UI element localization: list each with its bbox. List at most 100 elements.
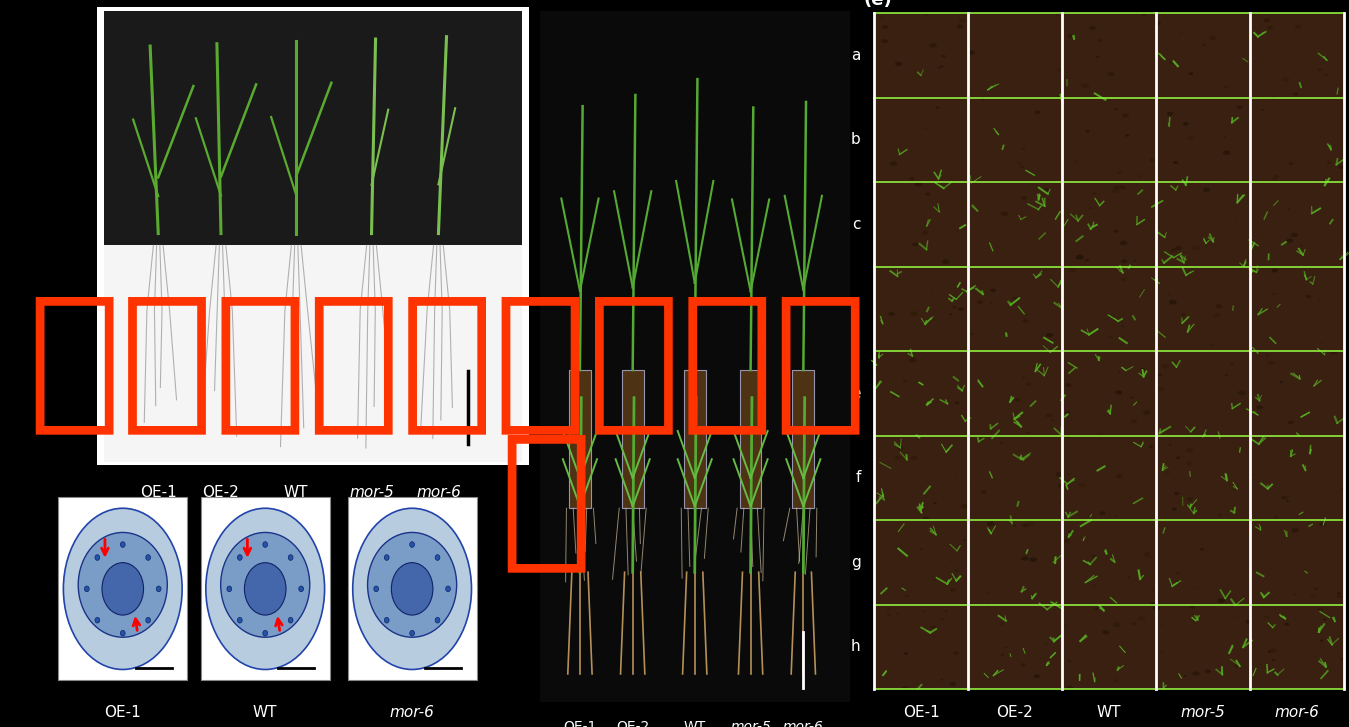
Ellipse shape: [1141, 13, 1147, 17]
Ellipse shape: [979, 97, 986, 100]
Text: mor-6: mor-6: [415, 485, 461, 500]
Ellipse shape: [1252, 474, 1256, 476]
Ellipse shape: [944, 566, 946, 568]
Ellipse shape: [1113, 679, 1118, 683]
Ellipse shape: [1267, 26, 1273, 30]
Ellipse shape: [1045, 414, 1052, 417]
Text: OE-2: OE-2: [616, 720, 649, 727]
Ellipse shape: [1085, 259, 1089, 262]
Text: OE-1: OE-1: [564, 720, 596, 727]
Text: WT: WT: [1097, 705, 1121, 720]
Ellipse shape: [882, 25, 888, 29]
Ellipse shape: [1225, 374, 1228, 376]
Ellipse shape: [1269, 648, 1276, 653]
Ellipse shape: [966, 603, 973, 606]
Ellipse shape: [1294, 593, 1296, 595]
Ellipse shape: [1121, 326, 1124, 327]
Ellipse shape: [1043, 188, 1048, 191]
Ellipse shape: [1322, 342, 1323, 343]
Ellipse shape: [1268, 651, 1271, 653]
Ellipse shape: [1113, 230, 1118, 233]
Ellipse shape: [1075, 254, 1083, 260]
Ellipse shape: [925, 193, 931, 196]
Ellipse shape: [1116, 390, 1122, 395]
Ellipse shape: [1217, 598, 1225, 603]
Ellipse shape: [1238, 390, 1246, 395]
Ellipse shape: [946, 611, 947, 612]
Ellipse shape: [923, 517, 929, 521]
Ellipse shape: [931, 291, 932, 292]
Ellipse shape: [1199, 548, 1205, 550]
Ellipse shape: [894, 62, 902, 66]
Ellipse shape: [967, 50, 975, 55]
Text: ，: ，: [499, 425, 592, 578]
Ellipse shape: [1291, 528, 1299, 532]
Ellipse shape: [1116, 475, 1122, 478]
Ellipse shape: [1160, 651, 1163, 653]
Ellipse shape: [1263, 18, 1271, 23]
Ellipse shape: [971, 180, 973, 182]
Ellipse shape: [1095, 56, 1099, 57]
Text: WT: WT: [285, 485, 309, 500]
Bar: [540, 11, 850, 702]
Ellipse shape: [905, 595, 909, 597]
Ellipse shape: [1023, 523, 1028, 527]
Ellipse shape: [146, 617, 151, 623]
Ellipse shape: [1013, 525, 1016, 527]
Text: WT: WT: [684, 720, 706, 727]
Ellipse shape: [436, 617, 440, 623]
Ellipse shape: [1113, 185, 1120, 190]
Ellipse shape: [352, 508, 472, 670]
Ellipse shape: [1213, 313, 1219, 317]
Ellipse shape: [967, 481, 971, 483]
Ellipse shape: [1045, 333, 1054, 337]
Ellipse shape: [1093, 585, 1097, 587]
Ellipse shape: [1291, 233, 1298, 237]
Ellipse shape: [244, 563, 286, 615]
Ellipse shape: [410, 542, 414, 547]
Ellipse shape: [1327, 161, 1331, 164]
Ellipse shape: [94, 617, 100, 623]
Ellipse shape: [1267, 354, 1268, 356]
Ellipse shape: [1001, 212, 1009, 216]
Ellipse shape: [954, 476, 956, 478]
Ellipse shape: [1259, 664, 1261, 665]
Ellipse shape: [1000, 442, 1002, 444]
Text: a: a: [851, 48, 861, 63]
Ellipse shape: [956, 283, 960, 285]
Text: mor-5: mor-5: [1180, 705, 1225, 720]
Ellipse shape: [971, 333, 974, 335]
Ellipse shape: [897, 446, 902, 449]
Ellipse shape: [1186, 449, 1194, 452]
Ellipse shape: [1272, 268, 1278, 273]
Ellipse shape: [1203, 188, 1210, 192]
Ellipse shape: [1175, 457, 1180, 459]
Ellipse shape: [1300, 245, 1303, 246]
Ellipse shape: [1215, 304, 1222, 308]
Bar: [622, 370, 643, 508]
Ellipse shape: [1000, 622, 1004, 625]
Ellipse shape: [954, 345, 956, 347]
Ellipse shape: [1178, 627, 1180, 629]
Text: h: h: [851, 640, 861, 654]
Ellipse shape: [206, 508, 325, 670]
Ellipse shape: [1121, 260, 1128, 263]
Ellipse shape: [1091, 555, 1095, 558]
Ellipse shape: [1102, 630, 1109, 635]
Ellipse shape: [1120, 241, 1128, 245]
Ellipse shape: [1055, 472, 1063, 476]
Ellipse shape: [1157, 387, 1164, 391]
Ellipse shape: [911, 456, 917, 460]
Ellipse shape: [911, 311, 917, 316]
Ellipse shape: [1184, 675, 1187, 677]
Ellipse shape: [1179, 33, 1183, 35]
Ellipse shape: [892, 393, 898, 397]
Ellipse shape: [1251, 372, 1253, 374]
Ellipse shape: [955, 569, 959, 572]
Ellipse shape: [1063, 624, 1068, 627]
Ellipse shape: [1340, 658, 1344, 661]
Ellipse shape: [986, 592, 989, 593]
Ellipse shape: [1264, 616, 1269, 619]
Ellipse shape: [1245, 619, 1252, 624]
Ellipse shape: [1342, 488, 1345, 490]
